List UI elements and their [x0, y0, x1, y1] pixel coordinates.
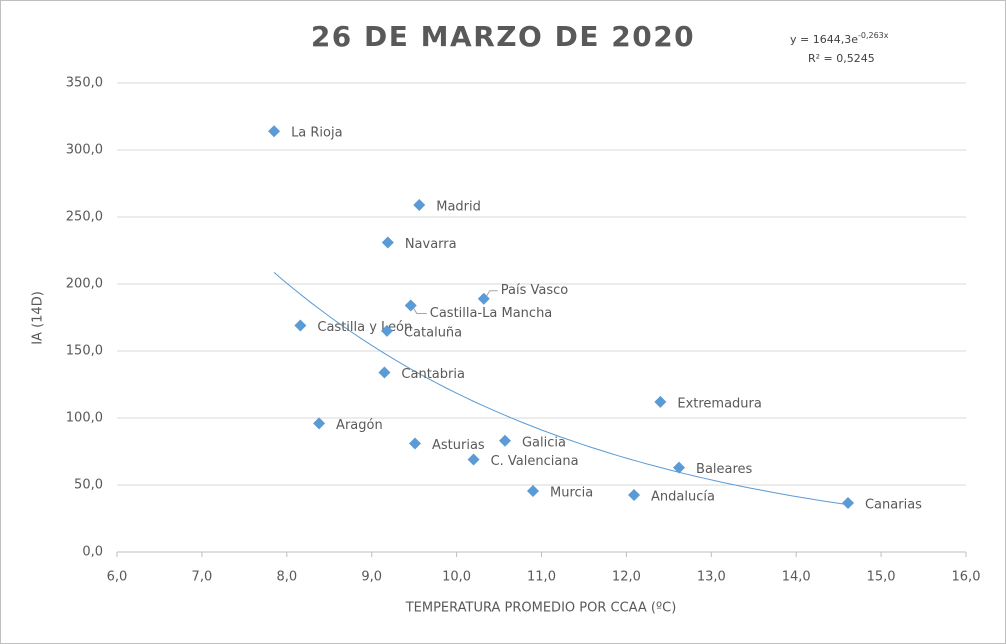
data-label: Murcia — [550, 486, 593, 501]
point — [378, 366, 391, 379]
data-label: Cataluña — [404, 325, 462, 340]
data-label: País Vasco — [501, 283, 569, 298]
x-tick-label: 13,0 — [697, 570, 726, 585]
point — [628, 489, 641, 502]
y-tick-label: 200,0 — [66, 277, 103, 292]
x-axis-title: TEMPERATURA PROMEDIO POR CCAA (ºC) — [405, 601, 677, 616]
data-label: Navarra — [405, 237, 457, 252]
chart-title: 26 DE MARZO DE 2020 — [311, 20, 695, 53]
point — [268, 125, 281, 138]
point — [467, 453, 480, 466]
x-tick-label: 10,0 — [442, 570, 471, 585]
data-label: Castilla y León — [317, 320, 412, 335]
leader-line — [486, 290, 498, 296]
point — [313, 417, 326, 430]
data-label: Asturias — [432, 438, 485, 453]
y-axis-title: IA (14D) — [31, 291, 46, 345]
point — [654, 395, 667, 408]
data-label: Extremadura — [677, 396, 762, 411]
x-tick-label: 15,0 — [867, 570, 896, 585]
point — [294, 319, 307, 332]
y-tick-label: 50,0 — [74, 478, 103, 493]
trendline — [273, 272, 849, 506]
point — [413, 198, 426, 211]
point — [673, 461, 686, 474]
point — [498, 434, 511, 447]
y-tick-label: 350,0 — [66, 76, 103, 91]
point — [408, 437, 421, 450]
trend-equation-base: y = 1644,3e — [790, 33, 858, 46]
point — [841, 496, 854, 509]
point — [380, 324, 393, 337]
y-tick-label: 150,0 — [66, 344, 103, 359]
point — [381, 236, 394, 249]
data-label: Baleares — [696, 462, 753, 477]
point — [527, 485, 540, 498]
x-tick-label: 7,0 — [192, 570, 213, 585]
y-tick-label: 100,0 — [66, 411, 103, 426]
data-label: Cantabria — [401, 367, 465, 382]
x-tick-label: 16,0 — [952, 570, 981, 585]
x-tick-label: 12,0 — [612, 570, 641, 585]
trend-equation-exponent: -0,263x — [858, 31, 889, 40]
trend-r2: R² = 0,5245 — [808, 52, 875, 65]
data-label: La Rioja — [291, 126, 343, 141]
y-tick-label: 300,0 — [66, 143, 103, 158]
data-label: Madrid — [436, 199, 481, 214]
x-tick-label: 9,0 — [361, 570, 382, 585]
y-tick-label: 0,0 — [82, 545, 103, 560]
x-tick-label: 11,0 — [527, 570, 556, 585]
x-tick-label: 14,0 — [782, 570, 811, 585]
data-label: Canarias — [865, 497, 922, 512]
data-label: Aragón — [336, 418, 383, 433]
y-tick-label: 250,0 — [66, 210, 103, 225]
trend-equation: y = 1644,3e-0,263x — [790, 31, 889, 47]
data-label: Andalucía — [651, 490, 715, 505]
data-label: Castilla-La Mancha — [430, 306, 553, 321]
x-tick-label: 6,0 — [107, 570, 128, 585]
x-tick-label: 8,0 — [276, 570, 297, 585]
data-label: C. Valenciana — [491, 454, 579, 469]
data-label: Galicia — [522, 435, 566, 450]
leader-line — [413, 308, 427, 314]
